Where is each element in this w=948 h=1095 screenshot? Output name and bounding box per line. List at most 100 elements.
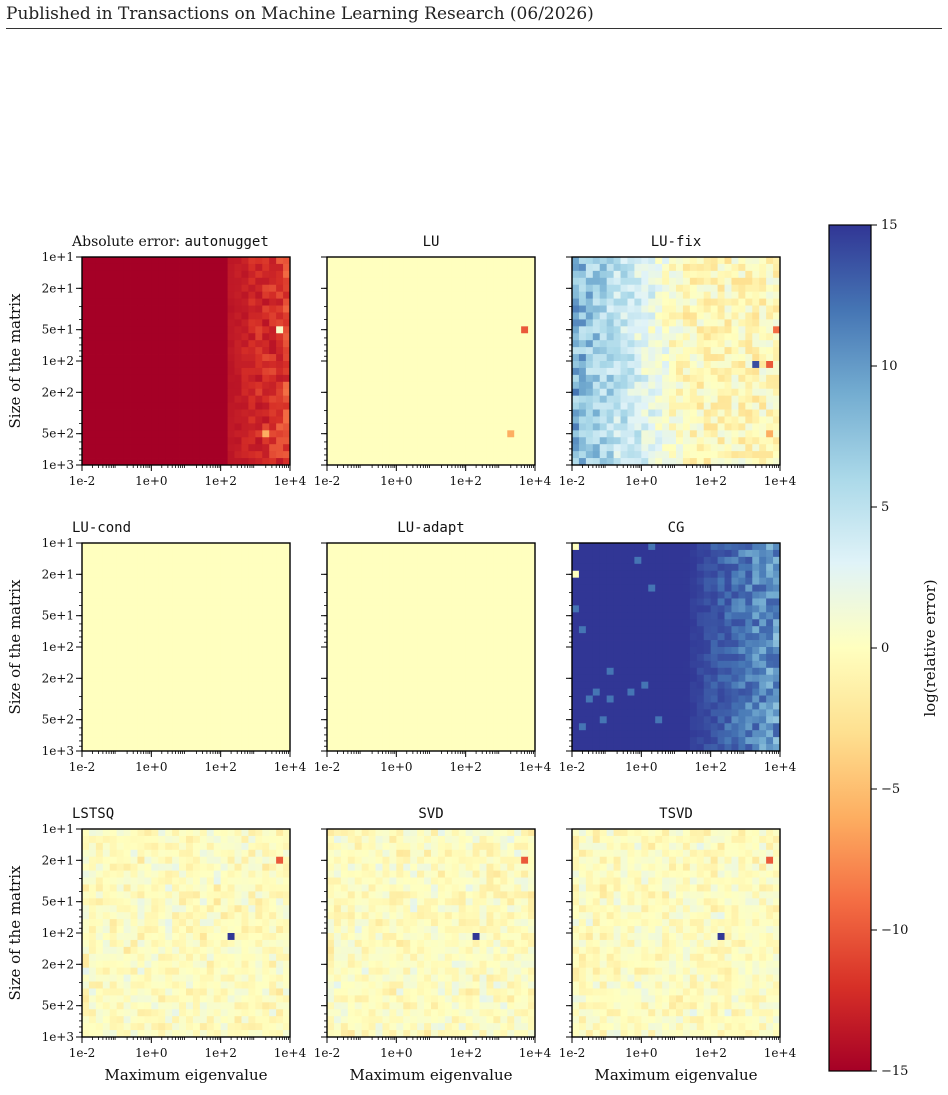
heatmap-cell [486,312,494,320]
heatmap-cell [241,730,249,738]
heatmap-cell [327,451,335,459]
heatmap-cell [165,709,173,717]
heatmap-cell [248,395,256,403]
heatmap-cell [717,451,725,459]
heatmap-cell [634,388,642,397]
heatmap-cell [130,270,138,279]
heatmap-cell [186,409,194,417]
heatmap-cell [144,723,152,731]
heatmap-cell [424,563,432,572]
heatmap-cell [361,347,369,355]
heatmap-cell [486,667,494,676]
heatmap-cell [599,402,608,410]
heatmap-cell [599,305,608,313]
heatmap-cell [255,716,263,724]
heatmap-cell [682,312,691,320]
heatmap-cell [738,388,746,397]
heatmap-cell [396,284,404,293]
heatmap-cell [724,458,732,466]
heatmap-cell [375,257,383,265]
heatmap-cell [717,354,725,362]
heatmap-cell [262,291,270,299]
heatmap-cell [451,381,460,390]
heatmap-cell [648,543,656,551]
heatmap-cell [676,340,684,348]
heatmap-cell [620,444,628,452]
heatmap-cell [95,430,104,438]
heatmap-cell [199,402,208,410]
heatmap-cell [165,367,173,376]
heatmap-cell [361,326,369,334]
heatmap-cell [382,549,390,558]
heatmap-cell [731,319,739,327]
heatmap-cell [528,416,536,424]
heatmap-cell [283,437,291,445]
heatmap-cell [472,653,480,662]
heatmap-cell [165,640,173,648]
heatmap-cell [241,584,249,592]
heatmap-cell [109,702,118,710]
heatmap-cell [199,423,208,431]
heatmap-cell [179,381,187,390]
heatmap-cell [213,263,222,272]
heatmap-cell [606,409,614,417]
heatmap-cell [451,744,460,752]
heatmap-cell [213,291,222,299]
heatmap-cell [220,744,228,752]
heatmap-cell [262,395,270,403]
heatmap-cell [472,640,480,648]
heatmap-cell [241,347,249,355]
heatmap-cell [403,556,411,565]
heatmap-cell [186,416,194,424]
heatmap-cell [703,381,712,390]
heatmap-cell [703,319,712,327]
heatmap-cell [192,591,201,599]
heatmap-cell [234,277,242,286]
heatmap-cell [262,619,270,627]
heatmap-cell [773,388,781,397]
heatmap-cell [472,577,480,585]
heatmap-cell [151,291,159,299]
heatmap-cell [389,640,397,648]
heatmap-cell [500,340,508,348]
heatmap-cell [486,543,494,551]
heatmap-cell [82,619,90,627]
heatmap-cell [269,674,277,683]
heatmap-cell [220,570,228,579]
heatmap-cell [262,284,270,293]
heatmap-cell [669,277,677,286]
heatmap-cell [172,402,180,410]
heatmap-cell [410,291,418,299]
heatmap-cell [283,709,291,717]
heatmap-cell [437,653,446,662]
heatmap-cell [109,716,118,724]
heatmap-cell [417,556,425,565]
heatmap-cell [738,333,746,341]
heatmap-cell [382,640,390,648]
heatmap-cell [634,395,642,403]
heatmap-cell [333,598,342,606]
heatmap-cell [472,556,480,565]
heatmap-cell [375,619,383,627]
heatmap-cell [137,430,145,438]
heatmap-cell [724,340,732,348]
heatmap-cell [766,444,774,452]
heatmap-cell [102,312,111,320]
heatmap-cell [95,409,104,417]
heatmap-cell [500,437,508,445]
heatmap-cell [340,319,349,327]
heatmap-cell [123,619,131,627]
heatmap-cell [137,451,145,459]
heatmap-cell [479,667,487,676]
heatmap-cell [327,347,335,355]
heatmap-cell [206,737,215,745]
heatmap-cell [283,667,291,676]
heatmap-cell [276,688,284,696]
heatmap-cell [95,605,104,613]
heatmap-cell [151,305,159,313]
heatmap-cell [599,395,608,403]
heatmap-cell [759,347,767,355]
heatmap-cell [773,549,781,558]
heatmap-cell [327,354,335,362]
heatmap-cell [262,423,270,431]
